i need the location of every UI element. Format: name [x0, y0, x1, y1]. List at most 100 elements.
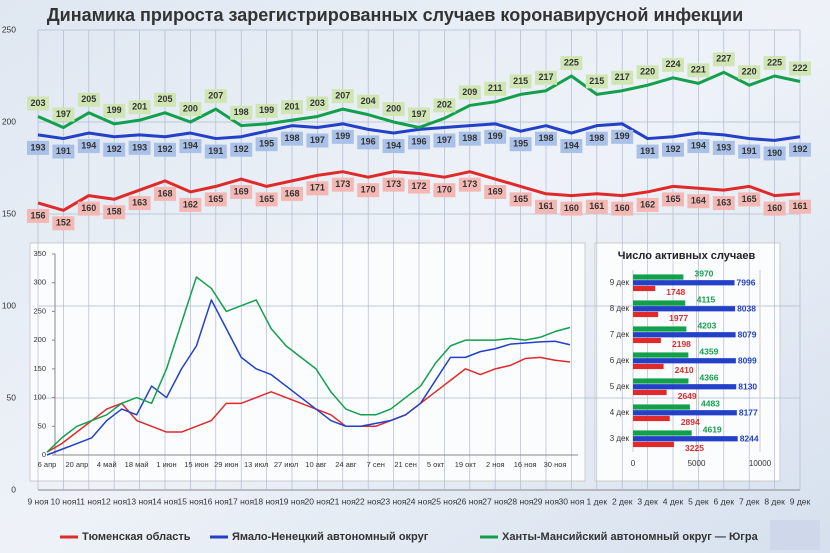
- x-tick-label: 10 ноя: [50, 496, 76, 506]
- label-bg: [204, 192, 227, 207]
- label-bg: [103, 205, 126, 220]
- data-label: 201: [132, 102, 147, 112]
- y-tick-label: 250: [2, 24, 16, 34]
- label-bg: [408, 135, 430, 150]
- label-bg: [535, 70, 557, 85]
- bar: [633, 415, 670, 422]
- data-label: 4619: [703, 425, 722, 435]
- x-tick-label: 13 июл: [244, 460, 268, 469]
- y-tick-label: 200: [2, 116, 16, 126]
- y-tick-label: 8 дек: [610, 304, 630, 313]
- x-tick-label: 23 ноя: [381, 496, 407, 506]
- label-bg: [179, 197, 202, 212]
- label-bg: [433, 133, 456, 148]
- x-tick-label: 8 дек: [764, 496, 785, 506]
- bar: [633, 358, 736, 364]
- data-label: 158: [107, 207, 122, 217]
- data-label: 169: [234, 186, 249, 196]
- series-line: [46, 276, 571, 453]
- x-tick-label: 12 ноя: [101, 496, 127, 506]
- data-label: 198: [589, 133, 604, 143]
- label-bg: [27, 96, 49, 111]
- data-label: 160: [564, 203, 579, 213]
- data-label: 207: [208, 90, 223, 100]
- label-bg: [27, 140, 49, 155]
- data-label: 173: [462, 179, 477, 189]
- label-bg: [611, 129, 634, 144]
- data-label: 173: [386, 179, 401, 189]
- label-bg: [585, 199, 608, 214]
- label-bg: [484, 129, 507, 144]
- data-label: 168: [157, 188, 172, 198]
- data-label: 222: [792, 63, 807, 73]
- y-tick-label: 200: [33, 335, 46, 344]
- data-label: 200: [386, 103, 401, 113]
- data-label: 160: [615, 203, 630, 213]
- x-tick-label: 30 ноя: [558, 496, 584, 506]
- data-label: 160: [767, 203, 782, 213]
- x-tick-label: 11 ноя: [76, 496, 102, 506]
- y-tick-label: 7 дек: [610, 330, 630, 339]
- label-bg: [52, 216, 75, 231]
- data-label: 4203: [697, 321, 716, 331]
- label-bg: [357, 135, 380, 150]
- label-bg: [281, 186, 303, 201]
- data-label: 225: [564, 57, 579, 67]
- y-tick-label: 50: [38, 421, 46, 430]
- label-bg: [27, 208, 49, 223]
- label-bg: [77, 139, 100, 154]
- label-bg: [306, 181, 329, 196]
- data-label: 2198: [672, 339, 691, 349]
- x-tick-label: 19 окт: [455, 460, 477, 469]
- label-bg: [433, 183, 456, 198]
- label-bg: [560, 201, 583, 216]
- data-label: 173: [335, 179, 350, 189]
- data-label: 3970: [694, 269, 713, 279]
- data-label: 196: [411, 137, 426, 147]
- x-tick-label: 7 дек: [739, 496, 760, 506]
- bar: [633, 326, 687, 332]
- data-label: 2410: [675, 365, 694, 375]
- y-tick-label: 350: [33, 249, 46, 258]
- x-tick-label: 20 апр: [65, 460, 88, 469]
- label-bg: [560, 139, 583, 154]
- y-tick-label: 6 дек: [610, 356, 630, 365]
- label-bg: [204, 89, 227, 104]
- x-tick-label: 7 сен: [367, 460, 385, 469]
- bar: [633, 311, 659, 318]
- bar: [633, 352, 689, 358]
- data-label: 1977: [669, 313, 688, 323]
- data-label: 165: [665, 194, 680, 204]
- data-label: 8038: [737, 303, 756, 313]
- data-label: 4366: [700, 373, 719, 383]
- bar: [633, 410, 737, 416]
- x-tick-label: 21 сен: [394, 460, 417, 469]
- data-label: 170: [361, 185, 376, 195]
- x-tick-label: 4 май: [97, 460, 117, 469]
- series-line: [37, 122, 801, 142]
- data-label: 201: [284, 102, 299, 112]
- label-bg: [179, 139, 202, 154]
- label-bg: [230, 105, 253, 120]
- x-tick-label: 24 авг: [335, 460, 357, 469]
- x-tick-label: 25 ноя: [431, 496, 457, 506]
- label-bg: [128, 140, 151, 155]
- bar: [633, 441, 674, 448]
- label-bg: [535, 131, 557, 146]
- label-bg: [357, 94, 380, 109]
- series-line: [37, 70, 801, 130]
- data-label: 227: [716, 54, 731, 64]
- chart-subtitle: Число активных случаев: [618, 250, 756, 262]
- label-bg: [382, 177, 405, 192]
- label-bg: [128, 196, 151, 211]
- data-label: 193: [716, 142, 731, 152]
- data-label: 217: [538, 72, 553, 82]
- bar: [633, 384, 737, 390]
- x-tick-label: 14 ноя: [152, 496, 178, 506]
- label-bg: [331, 177, 354, 192]
- label-bg: [154, 92, 176, 107]
- label-bg: [738, 144, 761, 159]
- data-label: 196: [361, 137, 376, 147]
- label-bg: [509, 192, 532, 207]
- data-label: 191: [208, 146, 223, 156]
